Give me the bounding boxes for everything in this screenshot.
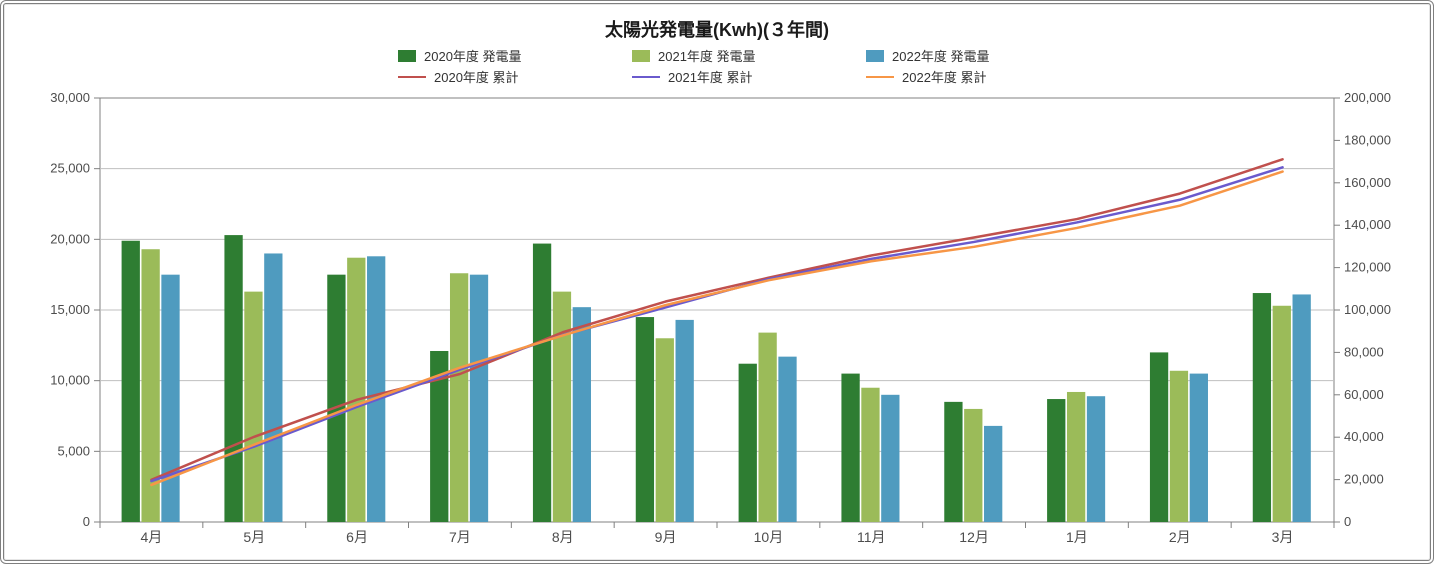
bar [264,253,282,522]
bar [347,258,365,522]
category-label: 1月 [1066,529,1088,545]
bar [656,338,674,522]
category-label: 11月 [857,529,886,545]
bar [1150,352,1168,522]
category-label: 3月 [1272,529,1294,545]
chart-frame: 太陽光発電量(Kwh)(３年間) 2020年度 発電量 2021年度 発電量 2… [0,0,1434,564]
ytick-left-label: 30,000 [50,92,90,105]
legend-label: 2022年度 発電量 [892,46,990,65]
bar [1067,392,1085,522]
category-label: 2月 [1169,529,1191,545]
legend-label: 2020年度 累計 [434,67,519,86]
legend-swatch-bar-2020 [398,50,416,62]
ytick-right-label: 80,000 [1344,344,1384,359]
category-label: 10月 [754,529,784,545]
legend-item-bar-2020: 2020年度 発電量 [398,46,568,65]
bar [470,275,488,522]
bar [636,317,654,522]
ytick-right-label: 140,000 [1344,217,1391,232]
bar [1273,306,1291,522]
bar [122,241,140,522]
category-label: 8月 [552,529,574,545]
legend-item-line-2022: 2022年度 累計 [866,67,1036,86]
category-label: 9月 [655,529,677,545]
chart-plot: 0 5,000 10,000 15,000 20,000 25,000 30,000 0 20,… [20,92,1414,552]
legend-label: 2022年度 累計 [902,67,987,86]
ytick-left-label: 10,000 [50,373,90,388]
chart-svg: 0 5,000 10,000 15,000 20,000 25,000 30,000 0 20,… [20,92,1414,552]
bar [881,395,899,522]
legend-swatch-line-2022 [866,76,894,78]
bar [964,409,982,522]
chart-title: 太陽光発電量(Kwh)(３年間) [20,16,1414,42]
ytick-left-label: 25,000 [50,161,90,176]
legend-swatch-bar-2021 [632,50,650,62]
bar [984,426,1002,522]
ytick-right-label: 180,000 [1344,132,1391,147]
bar [1253,293,1271,522]
bar [778,357,796,522]
legend: 2020年度 発電量 2021年度 発電量 2022年度 発電量 2020年度 … [20,46,1414,88]
ytick-right-label: 160,000 [1344,175,1391,190]
bar [1293,294,1311,522]
ytick-right-label: 20,000 [1344,472,1384,487]
category-label: 7月 [449,529,471,545]
bar [676,320,694,522]
category-label: 12月 [959,529,989,545]
bar [1047,399,1065,522]
bar [758,333,776,522]
category-label: 4月 [141,529,163,545]
bar [1170,371,1188,522]
ytick-right-label: 100,000 [1344,302,1391,317]
legend-item-line-2021: 2021年度 累計 [632,67,802,86]
legend-row-lines: 2020年度 累計 2021年度 累計 2022年度 累計 [398,67,1036,86]
ytick-right-label: 40,000 [1344,429,1384,444]
legend-item-bar-2022: 2022年度 発電量 [866,46,1036,65]
bar [1087,396,1105,522]
bar [841,374,859,522]
category-label: 5月 [243,529,265,545]
legend-label: 2021年度 発電量 [658,46,756,65]
bar [533,244,551,522]
legend-row-bars: 2020年度 発電量 2021年度 発電量 2022年度 発電量 [398,46,1036,65]
bar [224,235,242,522]
bar [861,388,879,522]
ytick-left-label: 15,000 [50,302,90,317]
legend-swatch-bar-2022 [866,50,884,62]
bar [244,292,262,522]
legend-swatch-line-2020 [398,76,426,78]
bar [553,292,571,522]
ytick-right-label: 200,000 [1344,92,1391,105]
legend-label: 2021年度 累計 [668,67,753,86]
bar [573,307,591,522]
legend-item-line-2020: 2020年度 累計 [398,67,568,86]
category-label: 6月 [346,529,368,545]
legend-label: 2020年度 発電量 [424,46,522,65]
ytick-left-label: 0 [83,514,90,529]
bar [1190,374,1208,522]
legend-item-bar-2021: 2021年度 発電量 [632,46,802,65]
ytick-right-label: 120,000 [1344,260,1391,275]
ytick-right-label: 0 [1344,514,1351,529]
bar [161,275,179,522]
ytick-left-label: 5,000 [57,443,90,458]
ytick-left-label: 20,000 [50,231,90,246]
ytick-right-label: 60,000 [1344,387,1384,402]
bar [327,275,345,522]
bar [367,256,385,522]
bar [739,364,757,522]
legend-swatch-line-2021 [632,76,660,78]
bar [450,273,468,522]
bar [944,402,962,522]
